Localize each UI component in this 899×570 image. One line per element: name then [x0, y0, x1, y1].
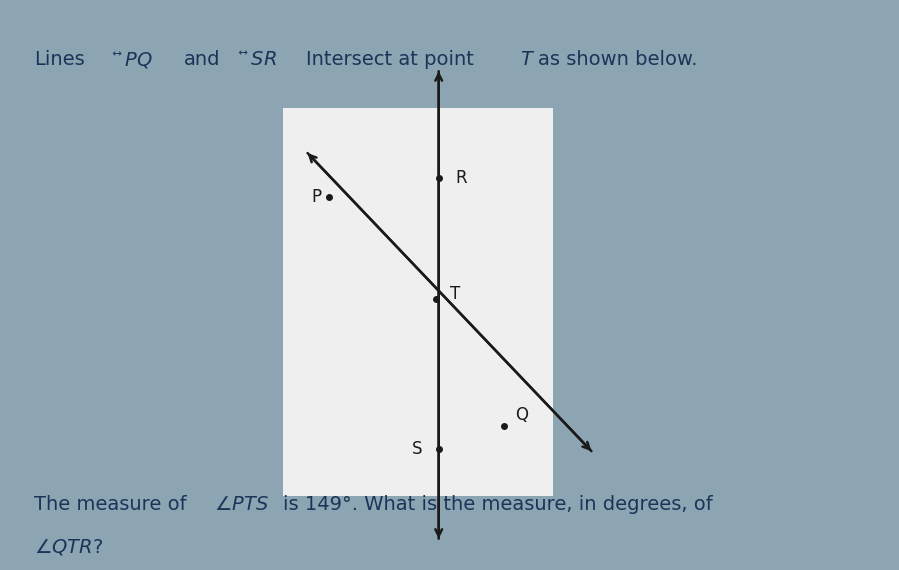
Text: P: P	[312, 189, 322, 206]
Text: $\angle PTS$: $\angle PTS$	[214, 495, 269, 514]
Text: S: S	[412, 441, 423, 458]
Text: and: and	[184, 50, 221, 70]
Text: Q: Q	[515, 406, 528, 424]
Text: T: T	[450, 284, 460, 303]
Text: The measure of: The measure of	[34, 495, 187, 514]
Text: R: R	[455, 169, 467, 187]
Text: Intersect at point: Intersect at point	[306, 50, 474, 70]
Text: is 149°. What is the measure, in degrees, of: is 149°. What is the measure, in degrees…	[283, 495, 713, 514]
FancyBboxPatch shape	[283, 108, 553, 496]
Text: Lines: Lines	[34, 50, 85, 70]
Text: as shown below.: as shown below.	[538, 50, 697, 70]
Text: $T$: $T$	[520, 50, 535, 70]
Text: $\angle QTR$?: $\angle QTR$?	[34, 537, 103, 557]
Text: $\overleftrightarrow{SR}$: $\overleftrightarrow{SR}$	[238, 50, 277, 70]
Text: $\overleftrightarrow{PQ}$: $\overleftrightarrow{PQ}$	[112, 50, 154, 70]
